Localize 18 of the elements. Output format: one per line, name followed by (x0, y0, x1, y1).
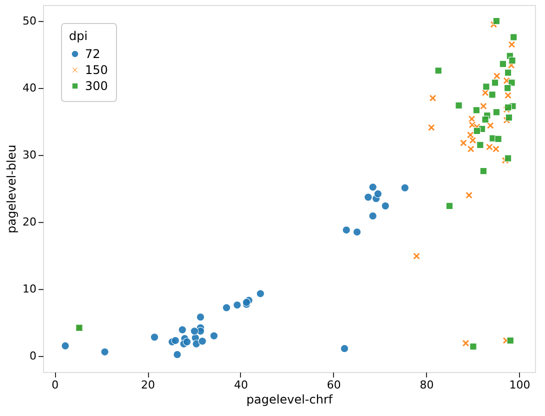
y-tick-label: 0 (30, 349, 36, 362)
y-tick-label: 10 (22, 282, 36, 296)
x-tick-label: 20 (141, 378, 156, 392)
x-tick-label: 100 (509, 378, 530, 392)
y-tick-label: 40 (22, 82, 36, 95)
legend-label: 150 (85, 63, 108, 77)
legend-label: 72 (85, 47, 100, 61)
legend-label: 300 (85, 79, 108, 93)
x-tick-label: 0 (52, 378, 59, 392)
y-tick-label: 20 (22, 215, 36, 228)
x-axis-title: pagelevel-chrf (246, 392, 334, 406)
y-tick-label: 30 (22, 148, 36, 162)
x-tick-label: 40 (234, 378, 248, 392)
y-tick-label: 50 (22, 14, 36, 28)
y-axis-title: pagelevel-bleu (4, 144, 19, 234)
x-tick-label: 60 (326, 378, 341, 392)
legend-title: dpi (69, 29, 88, 43)
x-tick-label: 80 (420, 378, 434, 392)
